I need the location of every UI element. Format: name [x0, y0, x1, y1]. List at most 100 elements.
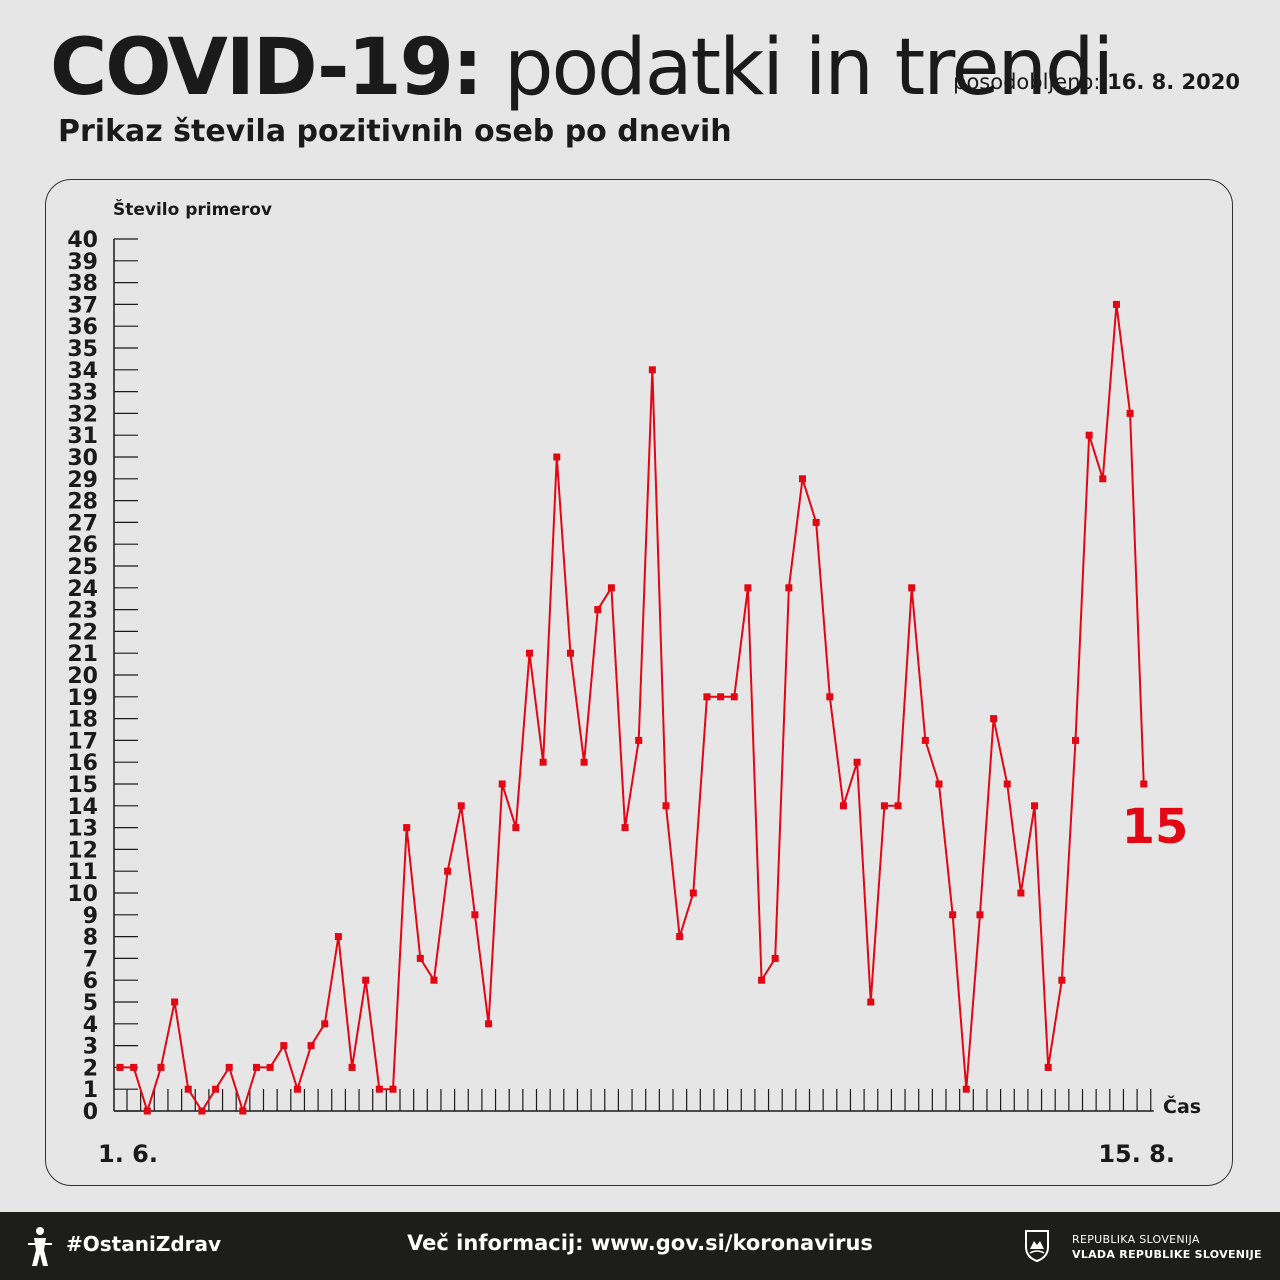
data-point — [1112, 300, 1120, 308]
data-point — [703, 693, 711, 701]
data-point — [553, 453, 561, 461]
y-tick-label: 10 — [67, 882, 98, 907]
data-point — [1058, 976, 1066, 984]
data-point — [457, 802, 465, 810]
line-chart: Število primerov012345678910111213141516… — [67, 198, 1201, 1168]
y-tick-label: 27 — [67, 511, 98, 536]
data-point — [949, 911, 957, 919]
data-point — [662, 802, 670, 810]
y-tick-label: 0 — [83, 1100, 98, 1125]
data-point — [212, 1085, 220, 1093]
y-tick-label: 8 — [83, 926, 98, 951]
data-point — [526, 649, 533, 657]
y-tick-label: 32 — [67, 402, 98, 427]
data-point — [416, 954, 424, 962]
y-tick-label: 20 — [67, 664, 98, 689]
hashtag: #OstaniZdrav — [66, 1232, 222, 1256]
x-start-label: 1. 6. — [98, 1140, 158, 1168]
y-tick-label: 22 — [67, 620, 98, 645]
x-axis-label: Čas — [1163, 1094, 1201, 1118]
data-point — [758, 976, 766, 984]
y-tick-label: 23 — [67, 599, 98, 624]
y-tick-label: 40 — [67, 228, 98, 253]
y-tick-label: 15 — [67, 773, 98, 798]
more-info-link[interactable]: Več informacij: www.gov.si/koronavirus — [407, 1231, 873, 1255]
data-point — [744, 584, 752, 592]
y-tick-label: 37 — [67, 293, 98, 318]
gov-line2: VLADA REPUBLIKE SLOVENIJE — [1072, 1248, 1262, 1261]
y-tick-label: 7 — [83, 947, 98, 972]
data-point — [143, 1107, 151, 1115]
y-tick-label: 33 — [67, 381, 98, 406]
x-end-label: 15. 8. — [1098, 1140, 1175, 1168]
data-point — [471, 911, 479, 919]
updated-date: 16. 8. 2020 — [1107, 70, 1240, 94]
y-tick-label: 19 — [67, 686, 98, 711]
y-tick-label: 6 — [83, 969, 98, 994]
y-tick-label: 36 — [67, 315, 98, 340]
data-point — [157, 1063, 165, 1071]
data-point — [171, 998, 179, 1006]
data-point — [621, 824, 629, 832]
data-point — [1031, 802, 1039, 810]
data-point — [676, 933, 684, 941]
data-point — [594, 606, 602, 614]
data-point — [498, 780, 506, 788]
data-point — [307, 1042, 315, 1050]
header: COVID-19: podatki in trendi posodobljeno… — [0, 0, 1280, 175]
updated-label: posodobljeno: — [953, 70, 1101, 94]
data-point — [1085, 431, 1093, 439]
data-point — [908, 584, 916, 592]
data-point — [607, 584, 615, 592]
data-point — [976, 911, 984, 919]
data-point — [826, 693, 834, 701]
data-point — [444, 867, 452, 875]
y-tick-label: 26 — [67, 533, 98, 558]
data-point — [799, 475, 806, 483]
data-point — [403, 824, 411, 832]
data-point — [689, 889, 697, 897]
y-tick-label: 21 — [67, 642, 98, 667]
data-point — [1044, 1063, 1052, 1071]
data-point — [730, 693, 738, 701]
data-point — [321, 1020, 329, 1028]
title-bold: COVID-19: — [50, 23, 483, 113]
data-point — [812, 518, 820, 526]
data-point — [130, 1063, 138, 1071]
ostani-zdrav-logo-icon — [28, 1227, 52, 1266]
data-point — [880, 802, 888, 810]
y-tick-label: 25 — [67, 555, 98, 580]
coat-of-arms-icon — [1025, 1230, 1049, 1263]
data-point — [962, 1085, 970, 1093]
gov-line1: REPUBLIKA SLOVENIJA — [1072, 1233, 1200, 1246]
y-tick-label: 3 — [83, 1035, 98, 1060]
data-point — [512, 824, 520, 832]
y-tick-label: 14 — [67, 795, 98, 820]
data-point — [1099, 475, 1107, 483]
data-point — [198, 1107, 206, 1115]
y-tick-label: 11 — [67, 860, 98, 885]
data-point — [785, 584, 793, 592]
y-tick-label: 5 — [83, 991, 98, 1016]
chart-subtitle: Prikaz števila pozitivnih oseb po dnevih — [58, 114, 732, 149]
data-point — [990, 715, 998, 723]
data-point — [1140, 780, 1148, 788]
data-point — [580, 758, 588, 766]
data-point — [430, 976, 438, 984]
series-line — [120, 304, 1145, 1115]
y-tick-label: 9 — [83, 904, 98, 929]
data-point — [485, 1020, 493, 1028]
data-point — [1003, 780, 1011, 788]
data-point — [717, 693, 725, 701]
y-tick-label: 17 — [67, 729, 98, 754]
data-point — [348, 1063, 356, 1071]
data-point — [1017, 889, 1025, 897]
y-tick-label: 35 — [67, 337, 98, 362]
data-point — [894, 802, 902, 810]
title-light: podatki in trendi — [503, 23, 1114, 113]
y-tick-label: 24 — [67, 577, 98, 602]
data-point — [853, 758, 861, 766]
data-point — [116, 1063, 124, 1071]
page-title: COVID-19: podatki in trendi — [50, 22, 1114, 114]
y-tick-label: 18 — [67, 708, 98, 733]
